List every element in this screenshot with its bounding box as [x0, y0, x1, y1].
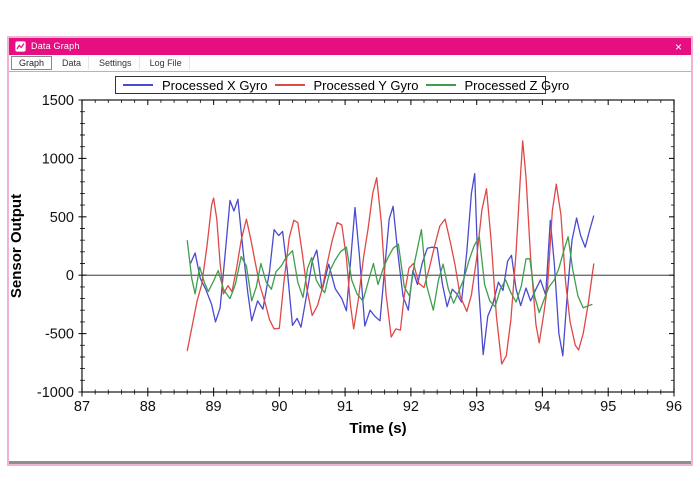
legend-line-x-gyro [123, 84, 153, 86]
y-tick-label: -1000 [37, 385, 74, 401]
x-tick-label: 92 [403, 399, 419, 415]
legend-line-y-gyro [274, 84, 305, 86]
title-bar: Data Graph × [9, 38, 691, 55]
x-tick-label: 93 [469, 399, 485, 415]
tab-bar: Graph Data Settings Log File [9, 55, 691, 72]
window-bottom-edge [9, 461, 691, 464]
series-line-z-gyro [186, 228, 593, 314]
tab-data[interactable]: Data [54, 56, 90, 70]
y-tick-label: 500 [50, 210, 74, 226]
tab-log-file[interactable]: Log File [142, 56, 190, 70]
plot-frame [81, 99, 675, 393]
y-tick-label: 1500 [42, 93, 74, 109]
x-tick-label: 91 [337, 399, 353, 415]
y-tick-label: 0 [66, 268, 74, 284]
tab-graph[interactable]: Graph [11, 56, 53, 70]
series-line-x-gyro [189, 172, 595, 357]
y-tick-label: -500 [45, 327, 74, 343]
y-tick-label: 1000 [42, 151, 74, 167]
x-tick-label: 87 [74, 399, 90, 415]
app-icon [15, 41, 26, 52]
x-tick-label: 90 [271, 399, 287, 415]
x-axis-label: Time (s) [349, 420, 406, 437]
x-tick-label: 89 [205, 399, 221, 415]
legend-label-x-gyro: Processed X Gyro [162, 77, 268, 93]
x-tick-label: 94 [534, 399, 550, 415]
legend-entry-y-gyro: Processed Y Gyro [268, 78, 419, 93]
legend-entry-x-gyro: Processed X Gyro [116, 78, 268, 93]
window-title: Data Graph [31, 41, 80, 51]
legend-entry-z-gyro: Processed Z Gyro [419, 77, 570, 93]
series-line-y-gyro [186, 140, 595, 365]
close-icon[interactable]: × [674, 39, 682, 54]
y-axis-label: Sensor Output [8, 194, 25, 298]
x-tick-label: 95 [600, 399, 616, 415]
x-tick-label: 96 [666, 399, 682, 415]
major-ticks [78, 99, 675, 397]
legend-label-z-gyro: Processed Z Gyro [464, 77, 570, 93]
chart-legend: Processed X Gyro Processed Y Gyro Proces… [115, 76, 569, 94]
x-tick-label: 88 [140, 399, 156, 415]
legend-line-z-gyro [425, 84, 456, 86]
legend-label-y-gyro: Processed Y Gyro [313, 77, 419, 93]
tab-settings[interactable]: Settings [91, 56, 140, 70]
